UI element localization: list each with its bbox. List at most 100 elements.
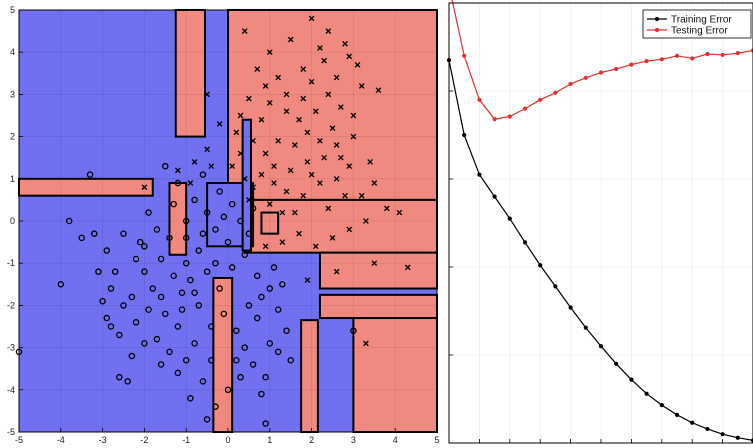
data-point-x bbox=[266, 99, 273, 106]
data-point-x bbox=[396, 209, 403, 216]
series-point-0 bbox=[462, 132, 467, 138]
data-point-x bbox=[350, 133, 357, 140]
data-point-x bbox=[325, 205, 332, 212]
y-tick-label: 4 bbox=[10, 47, 15, 57]
data-point-o bbox=[254, 272, 261, 280]
data-point-x bbox=[250, 137, 256, 144]
data-point-x bbox=[246, 197, 252, 203]
y-tick-label: 2 bbox=[10, 132, 15, 142]
data-point-x bbox=[346, 53, 353, 60]
data-point-x bbox=[216, 121, 223, 127]
data-point-o bbox=[208, 323, 215, 330]
series-point-0 bbox=[629, 377, 634, 382]
data-point-x bbox=[279, 239, 286, 245]
data-point-o bbox=[132, 319, 140, 326]
data-point-o bbox=[203, 209, 211, 216]
data-point-o bbox=[212, 226, 219, 233]
data-point-x bbox=[308, 15, 315, 22]
data-point-o bbox=[107, 323, 115, 330]
data-point-x bbox=[304, 277, 311, 283]
data-point-x bbox=[329, 235, 336, 241]
data-point-x bbox=[296, 230, 302, 237]
series-point-0 bbox=[522, 240, 528, 245]
data-point-o bbox=[203, 268, 211, 275]
data-point-x bbox=[266, 49, 273, 56]
series-point-1 bbox=[492, 117, 497, 122]
y-tick-label: -2 bbox=[7, 300, 15, 310]
data-point-o bbox=[241, 344, 248, 351]
data-point-x bbox=[383, 205, 390, 212]
data-point-x bbox=[271, 180, 277, 186]
data-point-o bbox=[128, 293, 136, 301]
x-tick-label: 2 bbox=[309, 435, 314, 445]
series-point-1 bbox=[507, 114, 512, 119]
data-point-o bbox=[107, 285, 115, 292]
data-point-x bbox=[346, 163, 353, 169]
data-point-o bbox=[203, 416, 211, 423]
data-point-x bbox=[287, 36, 294, 43]
series-point-1 bbox=[750, 48, 753, 53]
data-point-x bbox=[300, 192, 307, 199]
data-point-o bbox=[90, 230, 98, 237]
data-point-o bbox=[182, 357, 190, 364]
y-tick-label: 1 bbox=[10, 174, 15, 184]
data-point-x bbox=[300, 95, 307, 102]
data-point-o bbox=[162, 162, 169, 170]
data-point-o bbox=[141, 243, 148, 250]
data-point-o bbox=[262, 420, 269, 427]
data-point-x bbox=[262, 150, 269, 157]
data-point-x bbox=[262, 83, 269, 89]
data-point-x bbox=[375, 87, 382, 94]
data-point-x bbox=[250, 184, 256, 191]
data-point-x bbox=[237, 150, 244, 157]
data-point-o bbox=[182, 217, 190, 225]
data-point-x bbox=[258, 116, 265, 123]
series-point-0 bbox=[598, 344, 604, 349]
series-point-0 bbox=[568, 305, 573, 310]
data-point-x bbox=[237, 112, 244, 119]
data-point-o bbox=[99, 297, 106, 305]
data-point-o bbox=[199, 230, 207, 237]
data-point-x bbox=[333, 142, 340, 148]
data-point-x bbox=[317, 180, 323, 186]
series-point-1 bbox=[690, 56, 695, 61]
legend-swatch-marker bbox=[654, 16, 660, 22]
data-point-o bbox=[182, 259, 190, 267]
data-point-o bbox=[199, 171, 207, 178]
data-point-o bbox=[120, 302, 127, 309]
data-point-o bbox=[191, 289, 198, 296]
data-point-o bbox=[220, 310, 228, 318]
y-tick-label: 3 bbox=[10, 89, 15, 99]
series-point-1 bbox=[462, 53, 467, 58]
series-point-0 bbox=[492, 194, 497, 199]
data-point-x bbox=[241, 175, 248, 182]
data-point-o bbox=[166, 348, 173, 356]
data-point-o bbox=[191, 340, 198, 347]
data-point-o bbox=[208, 357, 215, 364]
data-point-x bbox=[350, 112, 357, 119]
x-tick-label: -5 bbox=[15, 435, 23, 445]
data-point-x bbox=[275, 74, 282, 81]
data-point-o bbox=[174, 323, 182, 330]
data-point-x bbox=[229, 163, 236, 169]
data-point-o bbox=[116, 331, 123, 339]
y-tick-label: 5 bbox=[10, 5, 15, 15]
data-point-x bbox=[287, 167, 294, 174]
series-point-0 bbox=[674, 412, 680, 417]
data-point-o bbox=[111, 268, 119, 275]
data-point-x bbox=[329, 125, 336, 132]
series-point-0 bbox=[705, 426, 710, 432]
data-point-x bbox=[371, 260, 378, 267]
data-point-x bbox=[346, 226, 353, 233]
data-point-o bbox=[65, 217, 73, 225]
data-point-x bbox=[367, 159, 373, 165]
data-point-o bbox=[233, 357, 240, 364]
data-point-x bbox=[333, 175, 340, 182]
series-point-0 bbox=[477, 172, 482, 177]
data-point-o bbox=[78, 234, 85, 242]
data-point-x bbox=[296, 116, 302, 123]
data-point-o bbox=[274, 348, 282, 356]
data-point-o bbox=[149, 285, 157, 292]
data-point-o bbox=[157, 293, 165, 301]
